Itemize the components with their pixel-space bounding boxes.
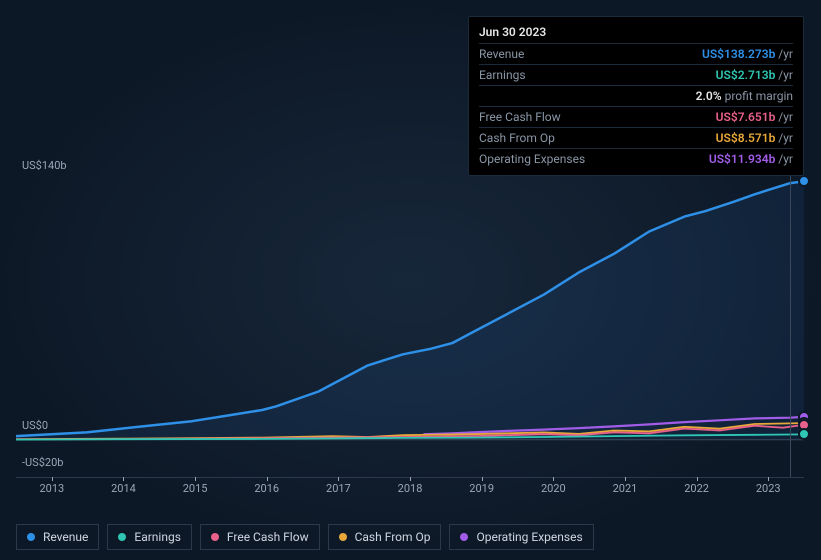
x-axis-tick: 2013 — [16, 482, 88, 495]
hover-vertical-line — [790, 172, 791, 477]
x-axis: 2013201420152016201720182019202020212022… — [16, 482, 804, 495]
data-tooltip: Jun 30 2023 Revenue US$138.273b /yr Earnin… — [468, 16, 804, 176]
tooltip-row-value: US$138.273b /yr — [702, 47, 793, 61]
legend-item[interactable]: Earnings — [107, 524, 192, 550]
tooltip-date: Jun 30 2023 — [479, 25, 793, 39]
tooltip-row: Revenue US$138.273b /yr — [479, 43, 793, 64]
tooltip-row-label: Cash From Op — [479, 131, 555, 145]
legend-label: Cash From Op — [355, 530, 431, 544]
legend-dot-icon — [211, 533, 219, 541]
tooltip-row-value: US$2.713b /yr — [716, 68, 793, 82]
tooltip-rows: Revenue US$138.273b /yr Earnings US$2.713b … — [479, 43, 793, 169]
legend-label: Earnings — [134, 530, 181, 544]
tooltip-row-label: Earnings — [479, 68, 526, 82]
legend-dot-icon — [339, 533, 347, 541]
legend-label: Operating Expenses — [476, 530, 582, 544]
legend-label: Free Cash Flow — [227, 530, 309, 544]
legend-item[interactable]: Cash From Op — [328, 524, 442, 550]
legend-item[interactable]: Operating Expenses — [449, 524, 593, 550]
chart-legend: Revenue Earnings Free Cash Flow Cash From O… — [16, 524, 594, 550]
x-axis-tick: 2021 — [589, 482, 661, 495]
x-axis-tick: 2023 — [732, 482, 804, 495]
chart-container: { "tooltip": { "date": "Jun 30 2023", "r… — [0, 0, 821, 560]
x-axis-tick: 2019 — [446, 482, 518, 495]
x-axis-tick: 2020 — [517, 482, 589, 495]
legend-dot-icon — [118, 533, 126, 541]
tooltip-row-label: Free Cash Flow — [479, 110, 561, 124]
tooltip-row: Operating Expenses US$11.934b /yr — [479, 148, 793, 169]
tooltip-row-value: US$7.651b /yr — [716, 110, 793, 124]
tooltip-row-value: US$11.934b /yr — [709, 152, 793, 166]
legend-item[interactable]: Free Cash Flow — [200, 524, 320, 550]
x-axis-tick: 2022 — [661, 482, 733, 495]
tooltip-row: Cash From Op US$8.571b /yr — [479, 127, 793, 148]
tooltip-row: Earnings US$2.713b /yr — [479, 64, 793, 85]
legend-dot-icon — [27, 533, 35, 541]
series-endpoint-dot — [798, 175, 810, 187]
tooltip-row: 2.0% profit margin — [479, 85, 793, 106]
x-axis-tick: 2018 — [374, 482, 446, 495]
y-axis-label: US$140b — [22, 159, 67, 172]
tooltip-row-value: US$8.571b /yr — [716, 131, 793, 145]
tooltip-row-label: Operating Expenses — [479, 152, 585, 166]
series-endpoint-dot — [798, 428, 810, 440]
legend-dot-icon — [460, 533, 468, 541]
tooltip-row: Free Cash Flow US$7.651b /yr — [479, 106, 793, 127]
legend-label: Revenue — [43, 530, 88, 544]
x-axis-tick: 2015 — [159, 482, 231, 495]
tooltip-row-label: Revenue — [479, 47, 524, 61]
x-axis-tick: 2014 — [88, 482, 160, 495]
x-axis-tick: 2016 — [231, 482, 303, 495]
line-chart-svg — [16, 172, 804, 477]
tooltip-row-value: 2.0% profit margin — [696, 89, 793, 103]
x-axis-tick: 2017 — [303, 482, 375, 495]
legend-item[interactable]: Revenue — [16, 524, 99, 550]
